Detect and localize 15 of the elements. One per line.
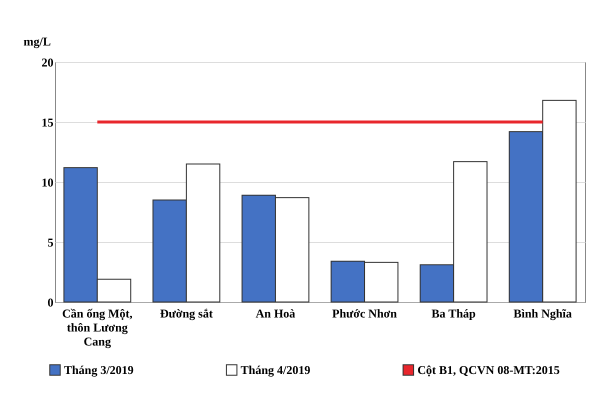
x-tick-label: Ba Tháp [432,306,476,320]
y-tick-label: 0 [48,296,54,310]
y-tick-label: 20 [42,56,54,70]
x-tick-label: Phước Nhơn [332,306,398,320]
x-tick-label: An Hoà [256,306,296,320]
x-tick-label: Đường sắt [160,306,213,320]
y-axis-title: mg/L [24,34,51,48]
legend-label: Cột B1, QCVN 08-MT:2015 [417,363,560,377]
x-tick-label: Bình Nghĩa [514,306,572,320]
y-tick-label: 5 [48,236,54,250]
y-tick-label: 10 [42,176,54,190]
x-tick-label: Cần ống Một, thôn Lương Cang [62,306,132,348]
legend-label: Tháng 3/2019 [64,363,134,377]
legend-label: Tháng 4/2019 [240,363,310,377]
y-tick-label: 15 [42,116,54,130]
